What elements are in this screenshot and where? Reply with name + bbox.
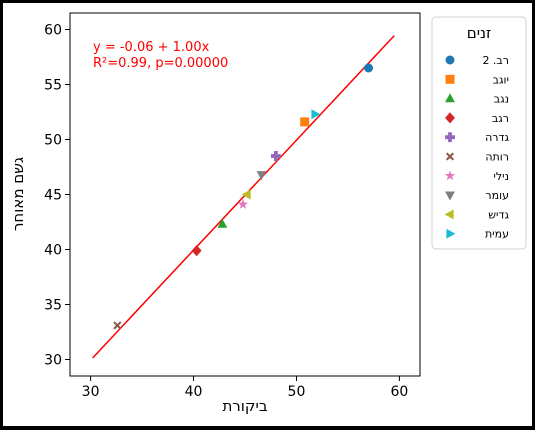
x-tick-label: 50 xyxy=(288,384,306,400)
data-point-2 xyxy=(217,218,228,228)
legend-label-1: יוגב xyxy=(493,73,509,86)
data-point-9 xyxy=(311,109,321,120)
legend-marker-3 xyxy=(445,112,455,124)
legend-box xyxy=(431,16,527,250)
legend-marker-7 xyxy=(445,191,455,201)
y-tick-label: 55 xyxy=(44,78,62,94)
equation-annotation: y = -0.06 + 1.00x xyxy=(93,40,210,55)
data-point-8 xyxy=(241,189,251,200)
stats-annotation: R²=0.99, p=0.00000 xyxy=(93,56,228,71)
legend-marker-1 xyxy=(445,74,455,84)
legend-marker-4 xyxy=(445,132,455,143)
legend-label-5: רותה xyxy=(485,151,509,164)
chart-figure: 30 40 50 60 30 35 40 45 50 55 60 y = -0.06 + 1.00… xyxy=(3,3,532,426)
legend-label-2: נגב xyxy=(494,93,509,106)
y-tick-label: 30 xyxy=(44,353,62,369)
legend-label-3: רגב xyxy=(492,112,509,125)
y-ticks: 30 35 40 45 50 55 60 xyxy=(44,23,70,369)
data-point-4 xyxy=(270,151,281,161)
fit-line xyxy=(92,35,395,359)
x-tick-label: 60 xyxy=(390,384,408,400)
legend-marker-9 xyxy=(446,228,456,239)
x-tick-label: 30 xyxy=(82,384,100,400)
y-tick-label: 40 xyxy=(44,243,62,259)
legend-label-8: גדיש xyxy=(488,208,509,221)
y-axis-label: גשם מאוחר xyxy=(9,157,27,231)
data-point-1 xyxy=(300,117,310,127)
legend-label-7: עומר xyxy=(485,189,509,202)
data-point-5 xyxy=(113,321,122,330)
legend-marker-2 xyxy=(445,93,455,103)
points-layer xyxy=(113,63,374,330)
legend-label-4: גדרה xyxy=(485,131,509,144)
legend-items: רב. 2 יוגב נגב רגב גדרה רותה נילי עומר גדיש עמית xyxy=(444,54,509,241)
data-point-7 xyxy=(256,171,267,181)
legend-label-9: עמית xyxy=(485,228,509,241)
legend-marker-0 xyxy=(445,55,455,65)
legend-marker-6 xyxy=(444,170,456,181)
legend: זנים רב. 2 יוגב נגב רגב גדרה רותה נילי עומר גדיש… xyxy=(431,16,527,250)
y-tick-label: 50 xyxy=(44,133,62,149)
fit-line-layer xyxy=(92,35,395,359)
x-axis-label: ביקורת xyxy=(222,397,267,415)
x-ticks: 30 40 50 60 xyxy=(82,376,408,400)
legend-label-6: נילי xyxy=(493,170,509,183)
data-point-6 xyxy=(237,199,249,209)
data-point-3 xyxy=(191,244,202,257)
y-tick-label: 35 xyxy=(44,298,62,314)
legend-label-0: רב. 2 xyxy=(482,54,509,67)
x-tick-label: 40 xyxy=(185,384,203,400)
y-tick-label: 60 xyxy=(44,23,62,39)
legend-marker-5 xyxy=(445,152,455,161)
legend-marker-8 xyxy=(444,209,454,220)
y-tick-label: 45 xyxy=(44,188,62,204)
legend-title: זנים xyxy=(467,24,492,42)
chart-svg: 30 40 50 60 30 35 40 45 50 55 60 y = -0.06 + 1.00… xyxy=(9,12,527,415)
data-point-0 xyxy=(364,63,374,73)
